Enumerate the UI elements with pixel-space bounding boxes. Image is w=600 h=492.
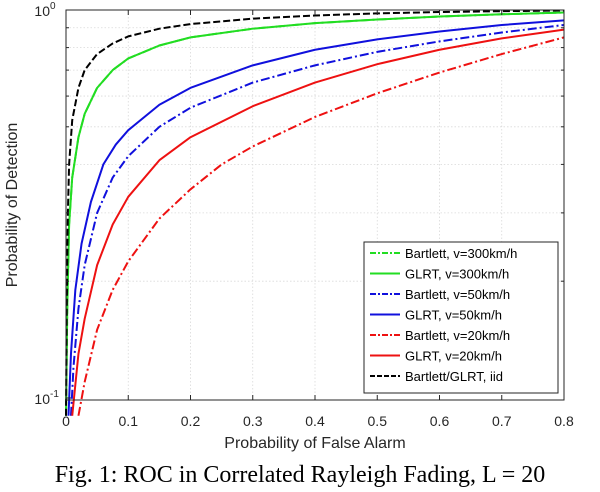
figure-caption: Fig. 1: ROC in Correlated Rayleigh Fadin…: [54, 462, 546, 488]
series-lines: [65, 9, 565, 416]
grid: [65, 10, 565, 400]
x-tick-label: 0: [62, 413, 70, 429]
x-tick-label: 0.6: [430, 413, 450, 429]
legend-label-6: GLRT, v=20km/h: [405, 349, 502, 364]
y-tick-label-base: 10: [34, 3, 50, 19]
x-tick-label: 0.5: [368, 413, 388, 429]
x-tick-label: 0.7: [492, 413, 512, 429]
y-tick-label-base: 10: [34, 391, 50, 407]
series-line-4: [67, 19, 565, 416]
legend-label-4: GLRT, v=50km/h: [405, 308, 502, 323]
legend-label-7: Bartlett/GLRT, iid: [405, 369, 503, 384]
x-tick-label: 0.3: [243, 413, 263, 429]
series-line-6: [71, 28, 565, 416]
x-tick-label: 0.2: [181, 413, 201, 429]
x-tick-label: 0.4: [305, 413, 325, 429]
legend-label-2: GLRT, v=300km/h: [405, 267, 509, 282]
y-tick-label-exponent: -1: [50, 389, 59, 400]
series-line-7: [65, 9, 565, 416]
y-tick-label-exponent: 0: [50, 1, 56, 12]
x-tick-label: 0.8: [554, 413, 574, 429]
series-line-5: [77, 36, 565, 416]
legend: Bartlett, v=300km/h GLRT, v=300km/h Bartle…: [363, 241, 559, 394]
series-line-3: [69, 23, 565, 416]
x-axis-ticks: 0 0.1 0.2 0.3 0.4 0.5 0.6 0.7 0.8: [62, 10, 574, 429]
legend-label-5: Bartlett, v=20km/h: [405, 328, 510, 343]
legend-label-3: Bartlett, v=50km/h: [405, 287, 510, 302]
legend-box: [363, 241, 559, 394]
x-tick-label: 0.1: [119, 413, 139, 429]
x-axis-label: Probability of False Alarm: [224, 435, 405, 452]
legend-label-1: Bartlett, v=300km/h: [405, 246, 517, 261]
y-axis-label: Probability of Detection: [4, 123, 21, 288]
series-line-2: [65, 11, 565, 416]
